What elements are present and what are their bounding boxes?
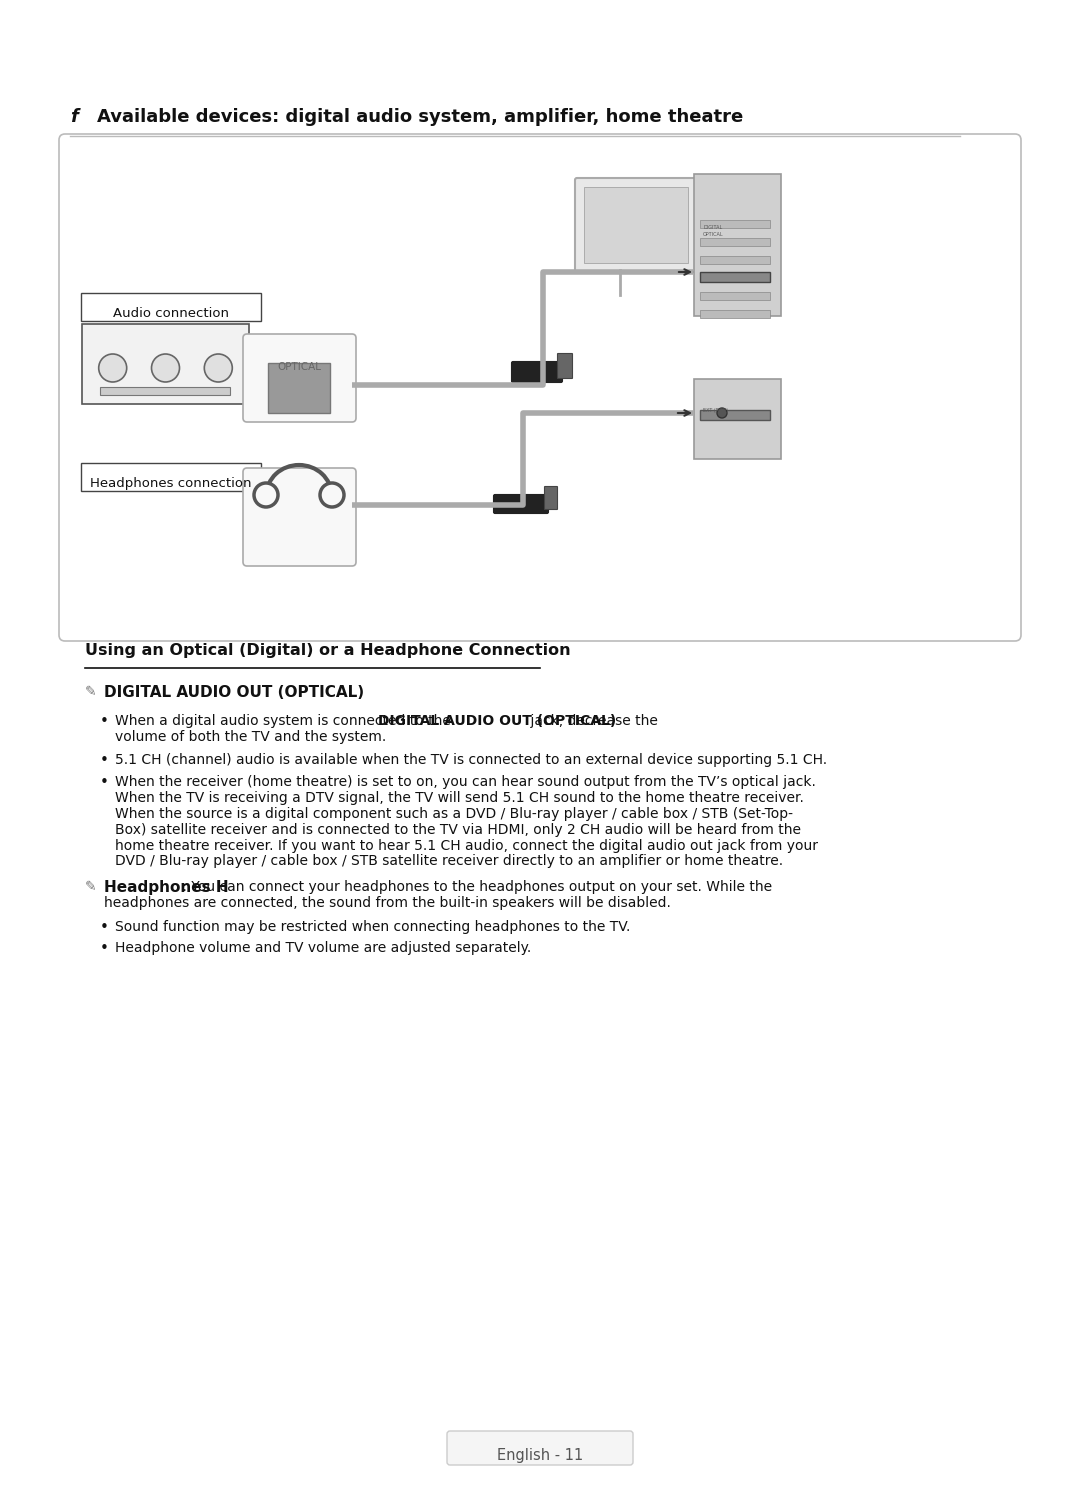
FancyBboxPatch shape xyxy=(243,335,356,421)
Text: When the source is a digital component such as a DVD / Blu-ray player / cable bo: When the source is a digital component s… xyxy=(114,807,793,822)
Text: When a digital audio system is connected to the: When a digital audio system is connected… xyxy=(114,714,456,728)
FancyBboxPatch shape xyxy=(544,487,557,509)
Circle shape xyxy=(98,354,126,382)
FancyBboxPatch shape xyxy=(700,309,770,318)
FancyBboxPatch shape xyxy=(700,273,770,282)
FancyBboxPatch shape xyxy=(82,324,249,403)
FancyBboxPatch shape xyxy=(694,173,781,317)
Circle shape xyxy=(254,483,278,506)
Text: DIGITAL AUDIO OUT (OPTICAL): DIGITAL AUDIO OUT (OPTICAL) xyxy=(378,714,617,728)
Text: ✎: ✎ xyxy=(85,880,96,895)
FancyBboxPatch shape xyxy=(700,220,770,229)
Text: Headphone volume and TV volume are adjusted separately.: Headphone volume and TV volume are adjus… xyxy=(114,941,531,955)
Text: : You can connect your headphones to the headphones output on your set. While th: : You can connect your headphones to the… xyxy=(178,880,772,895)
FancyBboxPatch shape xyxy=(512,362,563,382)
Text: When the TV is receiving a DTV signal, the TV will send 5.1 CH sound to the home: When the TV is receiving a DTV signal, t… xyxy=(114,792,804,805)
Text: •: • xyxy=(100,714,109,729)
Text: •: • xyxy=(100,775,109,790)
Circle shape xyxy=(320,483,345,506)
Circle shape xyxy=(204,354,232,382)
FancyBboxPatch shape xyxy=(81,463,261,492)
Text: Box) satellite receiver and is connected to the TV via HDMI, only 2 CH audio wil: Box) satellite receiver and is connected… xyxy=(114,823,801,837)
Text: Using an Optical (Digital) or a Headphone Connection: Using an Optical (Digital) or a Headphon… xyxy=(85,642,570,657)
FancyBboxPatch shape xyxy=(243,468,356,566)
Text: headphones are connected, the sound from the built-in speakers will be disabled.: headphones are connected, the sound from… xyxy=(104,896,671,910)
FancyBboxPatch shape xyxy=(447,1431,633,1466)
Circle shape xyxy=(151,354,179,382)
Text: DVD / Blu-ray player / cable box / STB satellite receiver directly to an amplifi: DVD / Blu-ray player / cable box / STB s… xyxy=(114,855,783,868)
Text: EXT (RGB): EXT (RGB) xyxy=(703,408,728,412)
FancyBboxPatch shape xyxy=(494,495,549,514)
FancyBboxPatch shape xyxy=(584,187,688,263)
FancyBboxPatch shape xyxy=(100,387,230,394)
FancyBboxPatch shape xyxy=(700,409,770,420)
FancyBboxPatch shape xyxy=(59,134,1021,641)
Text: DIGITAL: DIGITAL xyxy=(703,226,723,230)
FancyBboxPatch shape xyxy=(575,178,697,272)
Circle shape xyxy=(717,408,727,418)
Text: ✎: ✎ xyxy=(85,686,96,699)
Text: f: f xyxy=(70,108,78,125)
FancyBboxPatch shape xyxy=(81,293,261,321)
Text: home theatre receiver. If you want to hear 5.1 CH audio, connect the digital aud: home theatre receiver. If you want to he… xyxy=(114,838,818,853)
Text: •: • xyxy=(100,920,109,935)
Text: Headphones connection: Headphones connection xyxy=(91,477,252,490)
Text: jack, decrease the: jack, decrease the xyxy=(526,714,658,728)
Text: English - 11: English - 11 xyxy=(497,1448,583,1463)
FancyBboxPatch shape xyxy=(700,238,770,247)
Text: •: • xyxy=(100,753,109,768)
Text: OPTICAL: OPTICAL xyxy=(703,232,724,238)
Text: Audio connection: Audio connection xyxy=(113,306,229,320)
Text: When the receiver (home theatre) is set to on, you can hear sound output from th: When the receiver (home theatre) is set … xyxy=(114,775,815,789)
Text: •: • xyxy=(100,941,109,956)
FancyBboxPatch shape xyxy=(700,255,770,264)
Text: OPTICAL: OPTICAL xyxy=(276,362,321,372)
Text: Sound function may be restricted when connecting headphones to the TV.: Sound function may be restricted when co… xyxy=(114,920,631,934)
Text: DIGITAL AUDIO OUT (OPTICAL): DIGITAL AUDIO OUT (OPTICAL) xyxy=(104,686,364,701)
FancyBboxPatch shape xyxy=(268,363,330,412)
FancyBboxPatch shape xyxy=(700,291,770,300)
Text: volume of both the TV and the system.: volume of both the TV and the system. xyxy=(114,729,387,744)
Text: Headphones H: Headphones H xyxy=(104,880,229,895)
FancyBboxPatch shape xyxy=(700,272,770,282)
Text: Available devices: digital audio system, amplifier, home theatre: Available devices: digital audio system,… xyxy=(97,108,743,125)
FancyBboxPatch shape xyxy=(694,379,781,459)
FancyBboxPatch shape xyxy=(557,354,572,378)
Text: 5.1 CH (channel) audio is available when the TV is connected to an external devi: 5.1 CH (channel) audio is available when… xyxy=(114,753,827,766)
